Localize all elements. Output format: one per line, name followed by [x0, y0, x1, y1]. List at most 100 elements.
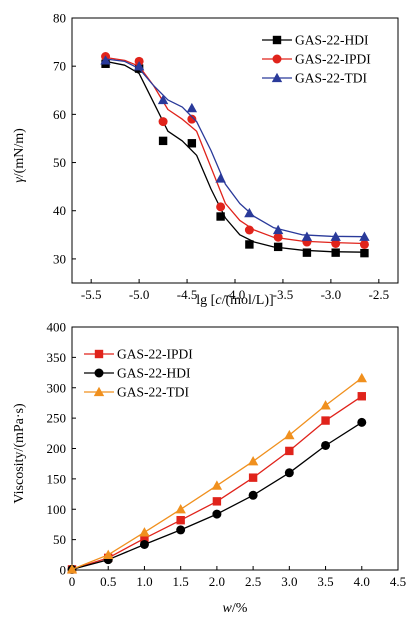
data-point	[176, 525, 186, 535]
y-tick-label: 60	[53, 107, 66, 122]
surface-tension-chart: -5.5 -5.0 -4.5 -4.0 -3.5 -3.0 -2.5 30 40 50 60 70 80…	[12, 11, 399, 308]
data-point	[359, 239, 369, 249]
x-tick-label: 1.5	[173, 574, 189, 589]
x-axis-label: w/%	[223, 601, 248, 616]
data-point	[66, 564, 78, 574]
data-point	[247, 456, 259, 466]
legend-marker	[271, 72, 283, 83]
x-tick-label: 0	[69, 574, 76, 589]
data-point	[212, 497, 222, 506]
x-tick-label: 2.5	[245, 574, 261, 589]
x-tick-label: 3.0	[281, 574, 297, 589]
legend-label: GAS-22-HDI	[295, 33, 369, 48]
y-axis-label-part: /(mN/m)	[12, 128, 27, 177]
series-line-0	[105, 60, 365, 253]
viscosity-chart: 0 0.5 1.0 1.5 2.0 2.5 3.0 3.5 4.0 4.5 0 50 100 150 200…	[12, 320, 406, 617]
y-axis-label-part: γ	[12, 177, 27, 183]
data-point	[272, 224, 284, 235]
x-tick-label: 3.5	[317, 574, 333, 589]
data-point	[215, 173, 226, 183]
data-point	[273, 242, 283, 252]
x-axis-label-part: lg [	[196, 293, 215, 308]
data-point	[331, 238, 341, 248]
x-tick-label: 4.0	[354, 574, 370, 589]
data-point	[331, 248, 340, 257]
y-tick-label: 70	[53, 59, 66, 74]
data-point	[301, 231, 313, 241]
data-point	[158, 117, 168, 127]
data-point	[187, 114, 197, 124]
data-point	[248, 490, 258, 500]
data-point	[245, 240, 254, 249]
y-tick-label: 300	[47, 380, 67, 395]
y-axis-label-part: Viscosity/(mPa·s)	[12, 403, 27, 504]
data-point	[133, 60, 145, 71]
y-tick-label: 80	[53, 11, 66, 26]
legend-marker	[93, 386, 105, 397]
data-point	[321, 440, 331, 450]
legend-label: GAS-22-HDI	[117, 366, 191, 381]
legend-marker	[272, 54, 282, 64]
data-point	[357, 392, 366, 401]
x-tick-label: -2.5	[369, 287, 390, 302]
y-tick-label: 350	[47, 350, 67, 365]
data-point	[216, 202, 226, 212]
legend-label: GAS-22-IPDI	[295, 52, 371, 67]
y-tick-label: 200	[47, 441, 67, 456]
data-point	[244, 225, 254, 235]
data-point	[211, 480, 223, 490]
data-point	[157, 94, 169, 105]
y-tick-label: 50	[53, 532, 66, 547]
data-point	[302, 248, 312, 257]
x-axis-label-part: /(mol/L)]	[222, 293, 274, 308]
y-tick-label: 40	[53, 203, 66, 218]
data-point	[176, 515, 185, 525]
series-line-1	[71, 421, 363, 571]
data-point	[140, 534, 149, 543]
y-tick-label: 50	[53, 155, 66, 170]
y-axis-label: γ/(mN/m)	[12, 128, 27, 183]
data-point	[284, 468, 294, 478]
x-tick-label: -5.5	[81, 287, 102, 302]
x-tick-label: -4.0	[225, 287, 246, 302]
legend-marker	[94, 349, 104, 359]
data-point	[244, 207, 255, 218]
data-point	[357, 417, 367, 427]
y-tick-label: 100	[47, 502, 67, 517]
plot-frame	[71, 326, 399, 571]
series-line-1	[105, 56, 365, 245]
y-axis-label: Viscosity/(mPa·s)	[12, 403, 27, 504]
data-point	[139, 539, 149, 549]
data-point	[285, 446, 294, 456]
x-tick-label: -3.5	[273, 287, 294, 302]
y-tick-label: 400	[47, 320, 67, 335]
data-point	[139, 527, 150, 537]
data-point	[321, 416, 330, 425]
y-tick-label: 30	[53, 251, 66, 266]
series-line-2	[71, 377, 363, 571]
x-tick-label: 4.5	[390, 574, 406, 589]
data-point	[320, 400, 331, 410]
data-point	[175, 504, 186, 514]
x-tick-label: -5.0	[129, 287, 150, 302]
data-point	[187, 139, 197, 148]
legend-label: GAS-22-IPDI	[117, 347, 193, 362]
y-tick-label: 0	[60, 563, 67, 578]
x-axis-label-part: /%	[232, 601, 248, 616]
legend-label: GAS-22-TDI	[295, 71, 367, 86]
data-point	[359, 231, 370, 241]
data-point	[212, 509, 222, 519]
y-tick-label: 250	[47, 411, 67, 426]
data-point	[360, 248, 369, 258]
data-point	[103, 549, 114, 559]
legend-marker	[272, 35, 282, 45]
x-axis-label-part: w	[223, 601, 233, 616]
series-line-2	[105, 58, 365, 238]
x-tick-label: -3.0	[321, 287, 342, 302]
x-tick-label: -4.5	[177, 287, 198, 302]
data-point	[158, 136, 168, 146]
data-point	[356, 372, 367, 383]
data-point	[186, 102, 198, 113]
x-tick-label: 1.0	[136, 574, 152, 589]
